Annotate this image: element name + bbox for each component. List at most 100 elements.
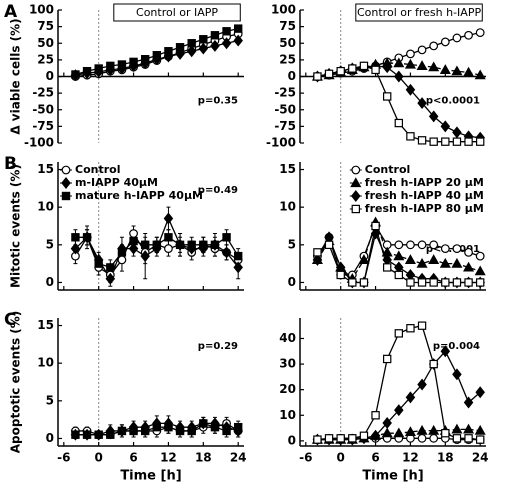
- marker: [428, 61, 440, 72]
- y-tick-label: 10: [279, 200, 296, 214]
- marker: [474, 265, 486, 276]
- legend-marker: [61, 177, 71, 189]
- marker: [222, 426, 231, 436]
- marker: [406, 49, 415, 59]
- marker: [129, 229, 138, 238]
- marker: [452, 434, 462, 443]
- marker: [210, 31, 220, 40]
- marker: [406, 132, 415, 141]
- marker: [441, 278, 450, 287]
- x-tick-label: 0: [337, 451, 345, 465]
- y-tick-label: 100: [271, 3, 296, 17]
- legend-label: fresh h-IAPP 40 μM: [365, 189, 484, 202]
- marker: [140, 240, 150, 250]
- marker: [210, 240, 220, 250]
- x-axis-label: Time [h]: [120, 469, 181, 484]
- marker: [117, 255, 127, 265]
- legend-label: mature h-IAPP 40μM: [75, 189, 203, 202]
- marker: [175, 240, 185, 250]
- marker: [129, 236, 138, 246]
- panel-label: B: [4, 154, 17, 174]
- marker: [452, 278, 462, 287]
- marker: [175, 43, 185, 52]
- y-tick-label: 15: [279, 162, 296, 176]
- p-value: p=0.29: [198, 341, 238, 352]
- marker: [371, 221, 380, 231]
- panel-label: C: [4, 310, 16, 330]
- marker: [463, 396, 474, 409]
- marker: [429, 137, 438, 146]
- marker: [417, 433, 427, 443]
- legend-label: fresh h-IAPP 20 μM: [365, 176, 484, 189]
- marker: [152, 240, 162, 250]
- marker: [129, 426, 138, 436]
- marker: [463, 423, 475, 434]
- marker: [382, 61, 392, 74]
- title-box: [355, 3, 483, 22]
- marker: [348, 278, 357, 287]
- y-tick-label: 10: [37, 200, 54, 214]
- marker: [406, 278, 415, 287]
- legend-label: m-IAPP 40μM: [75, 176, 158, 189]
- marker: [452, 244, 462, 253]
- marker: [406, 324, 415, 333]
- legend-marker: [61, 191, 71, 201]
- marker: [394, 118, 404, 128]
- marker: [441, 137, 450, 146]
- marker: [221, 37, 232, 50]
- marker: [71, 430, 80, 439]
- marker: [371, 65, 380, 75]
- marker: [152, 51, 162, 60]
- y-tick-label: 25: [37, 52, 54, 66]
- marker: [451, 65, 463, 76]
- x-tick-label: 18: [195, 451, 212, 465]
- y-tick-label: -75: [32, 119, 54, 133]
- marker: [440, 120, 451, 133]
- marker: [428, 424, 440, 435]
- marker: [82, 233, 92, 242]
- marker: [416, 424, 428, 435]
- marker: [463, 261, 475, 272]
- marker: [222, 27, 231, 36]
- marker: [82, 66, 92, 76]
- marker: [370, 227, 381, 240]
- marker: [394, 270, 404, 280]
- marker: [463, 66, 475, 77]
- chart-title: Control or IAPP: [136, 6, 218, 19]
- marker: [429, 41, 439, 51]
- marker: [164, 422, 173, 432]
- legend-label: Control: [75, 163, 120, 176]
- marker: [382, 354, 392, 364]
- y-tick-label: -50: [32, 102, 54, 116]
- marker: [221, 246, 232, 259]
- marker: [140, 250, 150, 263]
- y-tick-label: 5: [288, 237, 296, 251]
- marker: [82, 430, 92, 439]
- marker: [452, 33, 462, 43]
- marker: [233, 261, 243, 274]
- marker: [440, 244, 450, 253]
- marker: [71, 70, 80, 79]
- marker: [405, 391, 416, 404]
- marker: [94, 64, 103, 73]
- marker: [348, 64, 357, 73]
- marker: [163, 212, 174, 225]
- marker: [140, 55, 150, 64]
- y-axis-label: Mitotic events (%): [9, 164, 23, 288]
- marker: [175, 426, 185, 436]
- y-axis-label: Apoptotic events (%): [9, 311, 23, 454]
- y-tick-label: 0: [46, 431, 54, 445]
- marker: [440, 345, 451, 358]
- marker: [464, 30, 473, 40]
- marker: [324, 69, 334, 79]
- legend-marker: [351, 165, 361, 175]
- marker: [464, 434, 473, 443]
- marker: [233, 422, 243, 432]
- marker: [394, 240, 404, 250]
- marker: [417, 278, 427, 287]
- marker: [199, 35, 208, 44]
- marker: [313, 248, 322, 257]
- marker: [475, 251, 485, 261]
- marker: [475, 386, 485, 399]
